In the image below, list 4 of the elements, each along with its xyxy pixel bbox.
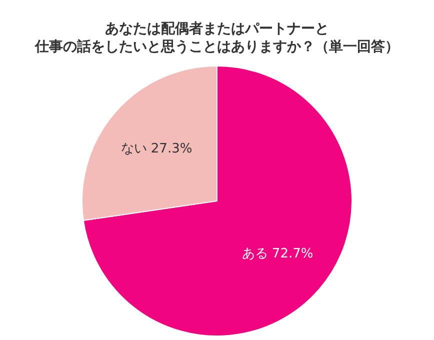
slice-label: ない 27.3% — [120, 142, 192, 157]
pie-slice — [82, 66, 352, 336]
slice-label: ある 72.7% — [242, 246, 314, 262]
chart-title: あなたは配偶者またはパートナーと仕事の話をしたいと思うことはありますか？（単一回答） — [34, 21, 399, 55]
